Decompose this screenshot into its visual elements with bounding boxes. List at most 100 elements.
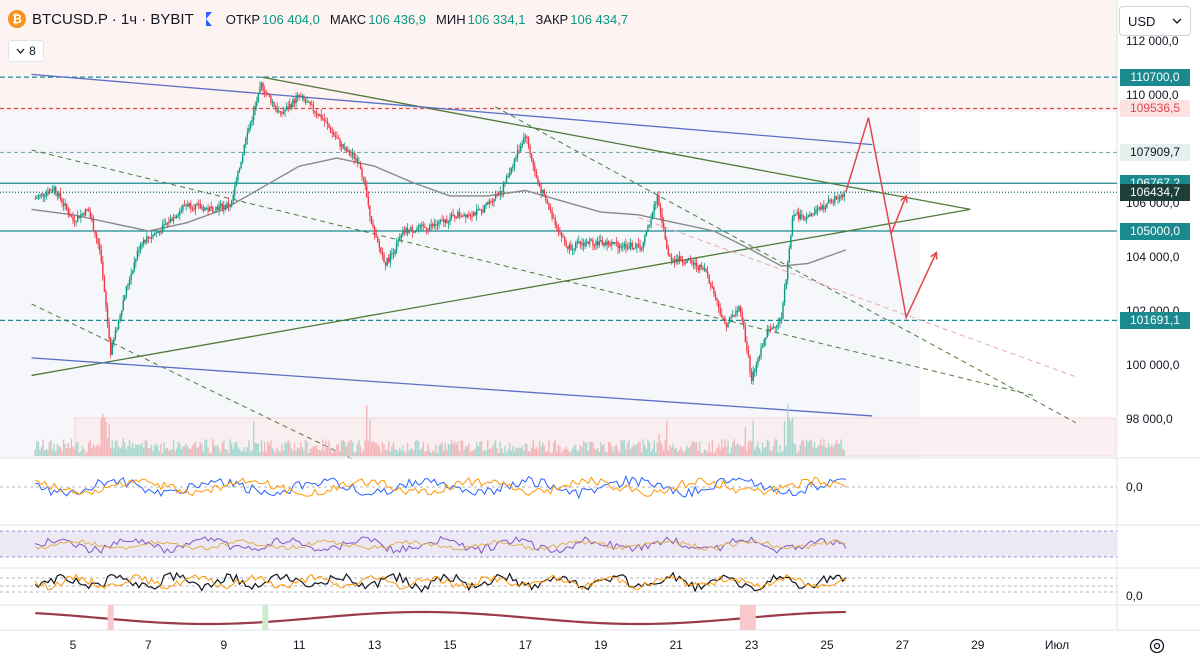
volume-bar (403, 451, 406, 456)
candle-body (466, 214, 468, 218)
flag-icon[interactable] (205, 12, 212, 26)
volume-bar (744, 427, 747, 456)
volume-bar (234, 442, 236, 456)
symbol-row[interactable]: ₿ BTCUSD.P · 1ч · BYBIT ОТКР 106 404,0 МА… (8, 10, 628, 28)
candle-body (273, 102, 275, 107)
volume-bar (353, 452, 355, 456)
volume-bar (306, 441, 308, 456)
volume-bar (592, 442, 594, 456)
volume-bar (447, 443, 450, 456)
candle-body (714, 294, 717, 299)
volume-bar (717, 443, 720, 456)
volume-bar (647, 439, 649, 456)
candle-body (315, 112, 318, 115)
volume-bar (574, 444, 577, 456)
volume-bar (64, 444, 66, 456)
volume-bar (221, 442, 223, 456)
candle-body (166, 222, 168, 225)
candle-body (439, 220, 442, 222)
volume-bar (532, 439, 534, 456)
candle-body (735, 310, 737, 316)
candle-body (662, 222, 665, 228)
candle-body (721, 314, 723, 318)
volume-bar (77, 441, 79, 456)
candle-body (606, 241, 608, 246)
candle-body (496, 194, 498, 196)
volume-bar (51, 449, 54, 456)
candle-body (556, 224, 558, 228)
candle-body (798, 212, 800, 220)
volume-bar (483, 449, 486, 456)
candle-body (146, 236, 148, 243)
currency-select[interactable]: USD (1119, 6, 1191, 36)
volume-bar (105, 421, 107, 456)
candle-body (623, 243, 626, 247)
level-price-badge[interactable]: 101691,1 (1120, 311, 1190, 329)
candle-body (194, 204, 197, 210)
candle-body (754, 371, 756, 373)
volume-bar (452, 443, 454, 456)
candle-body (816, 207, 819, 210)
volume-bar (651, 448, 654, 456)
volume-bar (160, 443, 162, 456)
volume-bar (603, 443, 605, 456)
volume-bar (425, 451, 428, 456)
volume-bar (793, 442, 795, 456)
volume-bar (171, 449, 173, 456)
indicators-toggle-button[interactable]: 8 (8, 40, 44, 62)
volume-bar (61, 451, 63, 456)
candle-body (521, 143, 523, 147)
level-price-badge[interactable]: 105000,0 (1120, 222, 1190, 240)
level-price-badge[interactable]: 110700,0 (1120, 68, 1190, 86)
candle-body (369, 205, 371, 217)
symbol-title[interactable]: BTCUSD.P · 1ч · BYBIT (32, 10, 194, 28)
candle-body (422, 224, 424, 227)
volume-bar (736, 442, 739, 456)
level-price-badge[interactable]: 106434,7 (1120, 183, 1190, 201)
volume-bar (590, 441, 593, 456)
volume-bar (686, 445, 688, 456)
candle-body (219, 203, 222, 206)
volume-bar (524, 443, 527, 456)
volume-bar (111, 440, 113, 456)
volume-bar (476, 442, 478, 456)
candle-body (691, 260, 693, 263)
volume-bar (637, 442, 640, 456)
candle-body (284, 110, 286, 113)
candle-body (373, 226, 376, 235)
volume-bar (83, 448, 85, 456)
volume-bar (494, 439, 497, 456)
bitcoin-icon: ₿ (8, 10, 26, 28)
candle-body (318, 114, 321, 116)
candle-body (493, 198, 495, 202)
candle-body (281, 111, 283, 114)
candle-body (491, 201, 494, 203)
volume-bar (746, 450, 748, 456)
candle-body (100, 250, 102, 262)
oscillator-zero-label: 0,0 (1126, 589, 1143, 603)
candle-body (111, 342, 113, 355)
candle-body (81, 213, 84, 215)
candle-body (570, 244, 572, 250)
volume-bar (204, 439, 206, 456)
volume-bar (402, 445, 404, 456)
volume-bar (727, 440, 729, 456)
volume-bar (738, 444, 740, 456)
level-price-badge[interactable]: 109536,5 (1120, 100, 1190, 117)
level-price-badge[interactable]: 107909,7 (1120, 143, 1190, 161)
volume-bar (262, 451, 264, 456)
volume-bar (188, 449, 190, 456)
volume-bar (776, 439, 778, 456)
volume-bar (290, 448, 293, 456)
candle-body (419, 224, 421, 228)
candle-body (471, 215, 473, 217)
volume-bar (411, 449, 413, 456)
candle-body (523, 137, 525, 144)
volume-bar (735, 445, 737, 456)
settings-gear-icon[interactable] (1148, 637, 1166, 655)
volume-bar (699, 441, 701, 456)
candle-body (243, 145, 245, 155)
candle-body (174, 216, 176, 219)
volume-bar (655, 452, 657, 456)
